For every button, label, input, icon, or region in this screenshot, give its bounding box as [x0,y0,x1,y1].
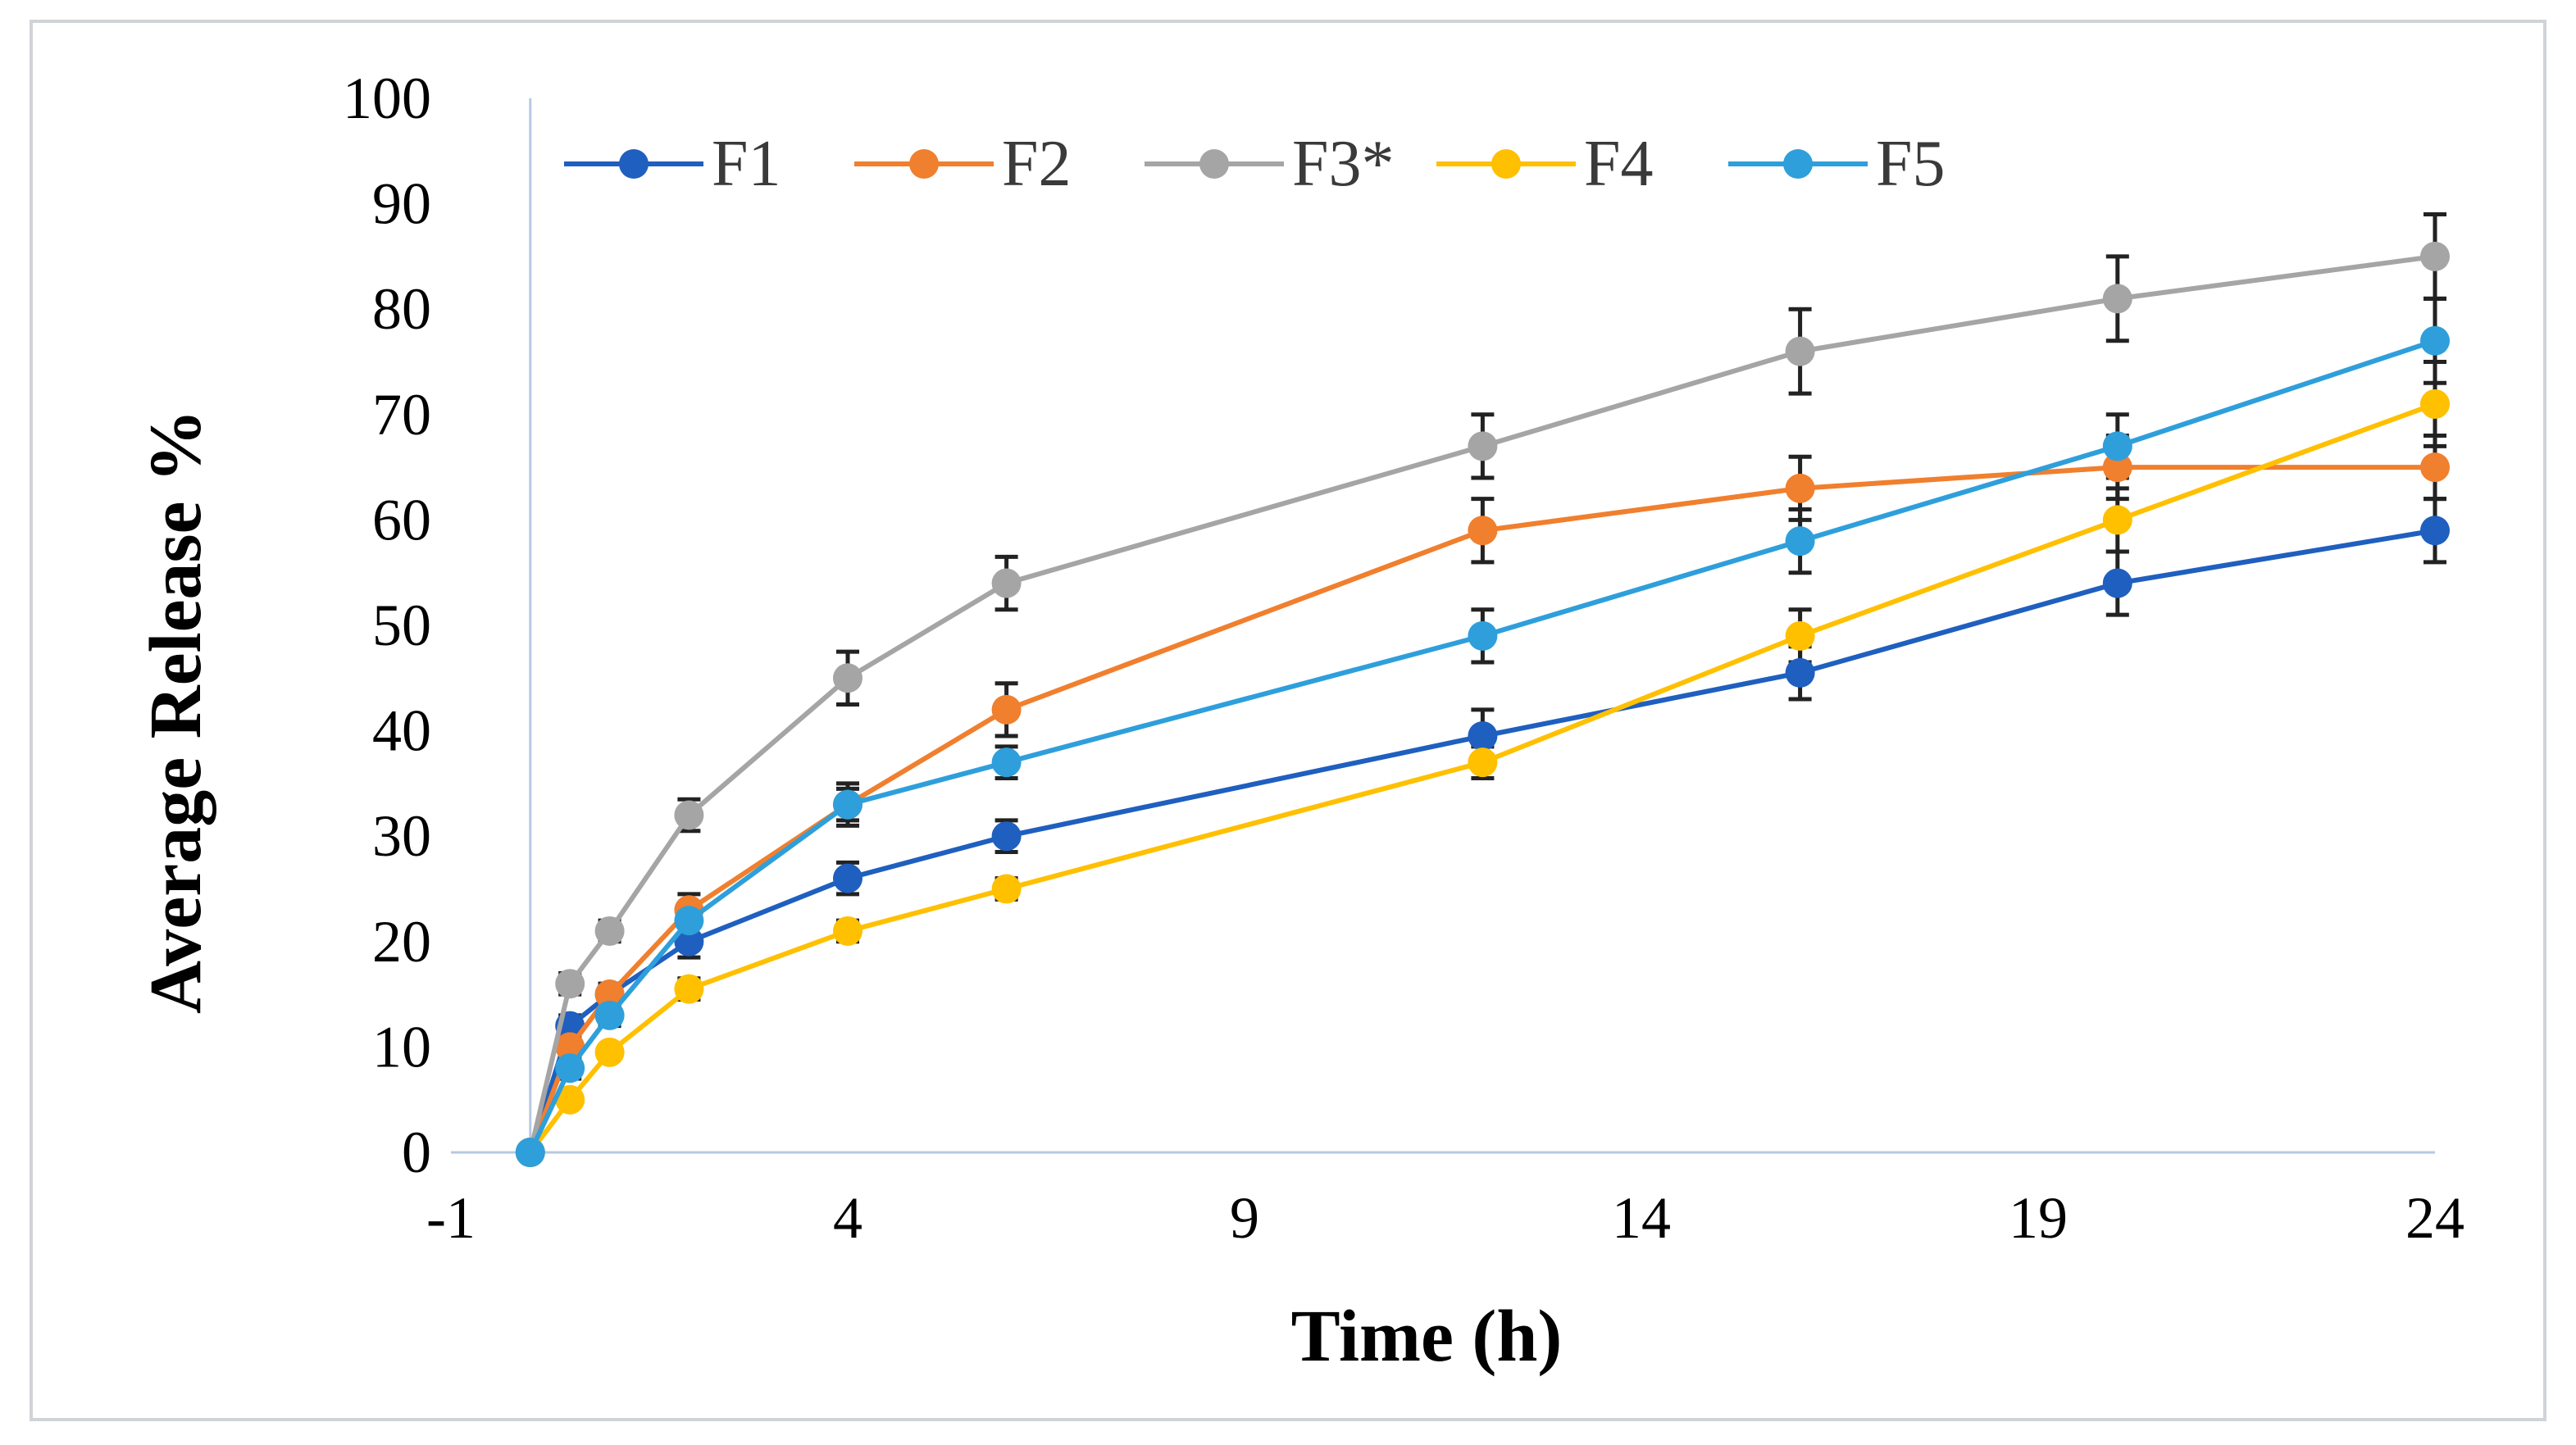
data-point-F4 [594,1037,625,1067]
data-point-F3 [1785,336,1815,366]
series-line-F5 [528,338,2436,1154]
legend-marker [909,149,939,179]
data-point-F2 [2420,452,2450,483]
legend-item-F2: F2 [854,128,1072,200]
data-point-F1 [674,926,704,957]
data-point-F2 [1785,473,1815,503]
data-point-F3 [991,568,1022,598]
data-point-F4 [991,874,1022,904]
legend-label: F4 [1584,128,1654,200]
legend-marker [1491,149,1521,179]
x-axis-title: Time (h) [1291,1296,1563,1377]
data-point-F5 [555,1053,585,1084]
data-point-F2 [2102,452,2132,483]
data-point-F1 [1468,721,1498,752]
x-tick-label: 4 [833,1185,862,1251]
data-point-F3 [2420,241,2450,271]
data-point-F5 [2102,431,2132,461]
data-point-F4 [1468,747,1498,778]
data-point-F1 [991,821,1022,852]
data-point-F4 [833,916,862,946]
legend-item-F3: F3* [1145,128,1395,200]
data-point-F3 [594,916,625,946]
series-F3 [515,241,2450,1167]
legend-item-F4: F4 [1436,128,1654,200]
data-point-F2 [594,979,625,1010]
data-series [515,241,2450,1167]
legend-marker [619,149,649,179]
y-tick-label: 0 [402,1120,431,1185]
y-tick-label: 10 [372,1014,431,1079]
data-point-F4 [555,1084,585,1115]
data-point-F5 [674,906,704,936]
y-tick-label: 60 [372,487,431,552]
data-point-F5 [515,1138,545,1167]
series-line-F3 [527,253,2436,1153]
data-point-F2 [991,694,1022,725]
x-tick-label: -1 [426,1185,476,1251]
data-point-F1 [1785,657,1815,688]
data-point-F5 [2420,325,2450,356]
data-point-F1 [2102,568,2132,598]
data-point-F5 [991,747,1022,778]
y-tick-label: 80 [372,276,431,342]
x-tick-label: 9 [1230,1185,1259,1251]
legend: F1 F2 F3* F4 F5 [564,128,1946,200]
data-point-F2 [1468,516,1498,546]
error-bars [558,211,2446,1107]
data-point-F3 [2102,284,2132,314]
y-tick-label: 20 [372,909,431,975]
legend-label: F5 [1876,128,1946,200]
y-tick-label: 50 [372,593,431,658]
y-tick-label: 40 [372,698,431,764]
data-point-F3 [833,663,862,693]
series-F5 [515,325,2450,1167]
x-tick-label: 19 [2009,1185,2068,1251]
data-point-F4 [2420,389,2450,419]
legend-label: F3* [1292,128,1395,200]
data-point-F4 [2102,505,2132,535]
series-line-F4 [528,402,2437,1154]
data-point-F4 [1785,620,1815,651]
y-tick-label: 70 [372,382,431,448]
data-point-F5 [1468,620,1498,651]
release-chart: 0 10 20 30 40 50 60 70 80 90 100 -1 4 9 14 19 24 F1 F2 F3*… [135,66,2464,1377]
series-line-F1 [527,528,2436,1153]
data-point-F5 [1785,526,1815,557]
legend-marker [1199,149,1229,179]
legend-label: F2 [1002,128,1072,200]
series-line-F2 [527,465,2435,1154]
data-point-F1 [833,863,862,893]
x-tick-label: 14 [1612,1185,1671,1251]
data-point-F3 [674,800,704,830]
y-tick-label: 30 [372,803,431,869]
legend-item-F5: F5 [1728,128,1946,200]
x-tick-label: 24 [2405,1185,2464,1251]
data-point-F4 [674,974,704,1004]
y-tick-label: 90 [372,171,431,237]
axes [451,98,2435,1154]
legend-item-F1: F1 [564,128,781,200]
chart-frame: 0 10 20 30 40 50 60 70 80 90 100 -1 4 9 14 19 24 F1 F2 F3*… [30,20,2546,1421]
data-point-F1 [2420,516,2450,546]
tick-labels: 0 10 20 30 40 50 60 70 80 90 100 -1 4 9 14 19 24 [343,66,2464,1251]
legend-marker [1783,149,1813,179]
y-axis-title: Average Release % [135,409,216,1014]
data-point-F3 [1468,431,1498,461]
data-point-F3 [555,969,585,999]
legend-label: F1 [712,128,781,200]
y-tick-label: 100 [343,66,431,131]
data-point-F5 [594,1000,625,1030]
data-point-F5 [833,789,862,820]
